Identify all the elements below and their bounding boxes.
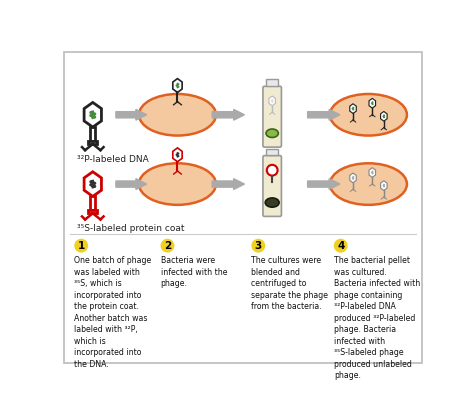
Text: ³²P-labeled DNA: ³²P-labeled DNA (77, 155, 149, 164)
FancyArrow shape (308, 109, 340, 120)
Bar (88, 210, 97, 213)
Polygon shape (84, 172, 101, 196)
Ellipse shape (139, 163, 216, 205)
Bar (266, 149, 278, 155)
FancyBboxPatch shape (263, 156, 282, 217)
Bar (88, 141, 97, 144)
Ellipse shape (330, 163, 407, 205)
Polygon shape (269, 96, 275, 106)
Polygon shape (173, 148, 182, 162)
Polygon shape (173, 79, 182, 92)
Text: 4: 4 (337, 241, 345, 251)
Polygon shape (84, 102, 101, 127)
FancyArrow shape (116, 179, 146, 189)
Polygon shape (350, 104, 356, 113)
Text: Bacteria were
infected with the
phage.: Bacteria were infected with the phage. (161, 256, 227, 289)
Polygon shape (369, 98, 375, 108)
Text: 1: 1 (78, 241, 85, 251)
Circle shape (334, 239, 347, 253)
Circle shape (251, 239, 265, 253)
Polygon shape (381, 111, 387, 121)
FancyBboxPatch shape (263, 86, 282, 147)
Bar (91, 127, 95, 141)
FancyArrow shape (212, 109, 245, 120)
Polygon shape (350, 173, 356, 183)
Circle shape (161, 239, 174, 253)
Ellipse shape (139, 94, 216, 136)
Bar (266, 79, 278, 85)
FancyArrow shape (308, 179, 340, 189)
FancyArrow shape (116, 109, 146, 120)
Ellipse shape (330, 94, 407, 136)
FancyBboxPatch shape (64, 52, 422, 363)
Text: One batch of phage
was labeled with
³⁵S, which is
incorporated into
the protein : One batch of phage was labeled with ³⁵S,… (74, 256, 152, 369)
Bar (91, 196, 95, 210)
Polygon shape (381, 181, 387, 190)
FancyArrow shape (212, 179, 245, 189)
Text: The bacterial pellet
was cultured.
Bacteria infected with
phage containing
³²P-l: The bacterial pellet was cultured. Bacte… (334, 256, 420, 380)
Ellipse shape (265, 198, 279, 207)
Circle shape (267, 165, 278, 175)
Circle shape (74, 239, 88, 253)
Ellipse shape (266, 129, 278, 138)
Polygon shape (369, 168, 375, 178)
Text: 2: 2 (164, 241, 171, 251)
Text: ³⁵S-labeled protein coat: ³⁵S-labeled protein coat (77, 224, 185, 233)
Text: 3: 3 (255, 241, 262, 251)
Text: The cultures were
blended and
centrifuged to
separate the phage
from the bacteri: The cultures were blended and centrifuge… (251, 256, 328, 311)
